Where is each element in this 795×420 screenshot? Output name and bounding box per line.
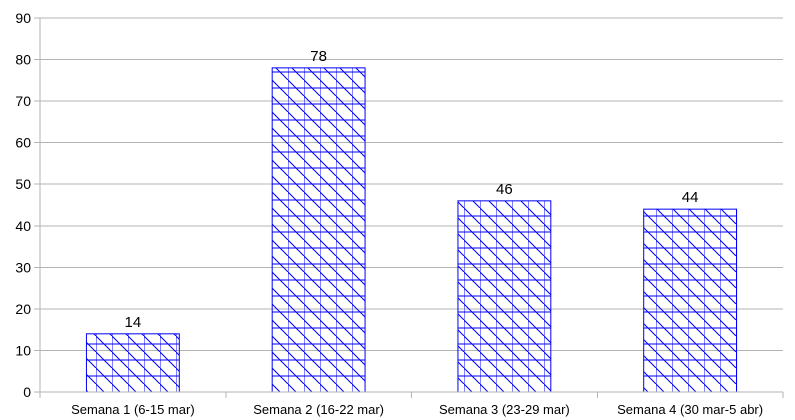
y-tick-label: 10 xyxy=(15,342,31,358)
x-tick-label: Semana 2 (16-22 mar) xyxy=(253,402,384,417)
y-tick-label: 40 xyxy=(15,218,31,234)
y-tick-label: 50 xyxy=(15,176,31,192)
y-tick-label: 90 xyxy=(15,10,31,26)
y-tick-label: 0 xyxy=(23,384,31,400)
y-tick-label: 80 xyxy=(15,52,31,68)
bar xyxy=(457,200,552,393)
y-tick-label: 60 xyxy=(15,135,31,151)
bar xyxy=(85,333,180,393)
bar xyxy=(643,208,738,393)
y-tick-label: 70 xyxy=(15,93,31,109)
x-tick-label: Semana 3 (23-29 mar) xyxy=(439,402,570,417)
y-axis: 0 10 20 30 40 50 60 70 80 90 xyxy=(15,10,41,400)
bar xyxy=(271,67,366,393)
data-label: 78 xyxy=(310,48,327,65)
gridlines xyxy=(40,17,783,351)
data-label: 14 xyxy=(125,314,142,331)
bars: 14 78 46 44 xyxy=(85,48,738,393)
y-tick-label: 30 xyxy=(15,259,31,275)
y-tick-label: 20 xyxy=(15,301,31,317)
x-axis: Semana 1 (6-15 mar) Semana 2 (16-22 mar) S… xyxy=(39,391,784,417)
x-tick-label: Semana 1 (6-15 mar) xyxy=(71,402,195,417)
x-tick-label: Semana 4 (30 mar-5 abr) xyxy=(617,402,763,417)
data-label: 44 xyxy=(682,189,699,206)
data-label: 46 xyxy=(496,181,513,198)
